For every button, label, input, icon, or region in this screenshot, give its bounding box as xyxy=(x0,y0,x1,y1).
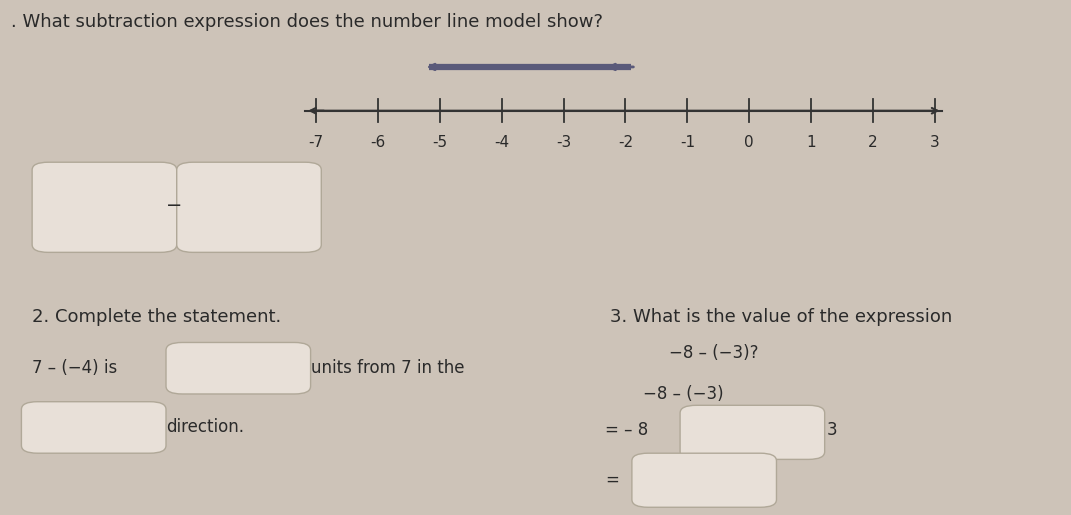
Text: 2: 2 xyxy=(869,135,878,150)
Text: -1: -1 xyxy=(680,135,695,150)
Text: 0: 0 xyxy=(744,135,754,150)
Text: 3: 3 xyxy=(827,421,838,439)
Text: −8 – (−3)?: −8 – (−3)? xyxy=(669,344,759,362)
FancyBboxPatch shape xyxy=(632,453,776,507)
FancyBboxPatch shape xyxy=(166,342,311,394)
Text: =: = xyxy=(605,471,619,489)
FancyBboxPatch shape xyxy=(21,402,166,453)
Text: -3: -3 xyxy=(556,135,571,150)
Text: -4: -4 xyxy=(494,135,509,150)
Text: = – 8: = – 8 xyxy=(605,421,648,439)
Text: -5: -5 xyxy=(433,135,448,150)
FancyBboxPatch shape xyxy=(680,405,825,459)
Text: −8 – (−3): −8 – (−3) xyxy=(643,385,723,403)
Text: 1: 1 xyxy=(806,135,816,150)
Text: 2. Complete the statement.: 2. Complete the statement. xyxy=(32,308,282,325)
Text: units from 7 in the: units from 7 in the xyxy=(311,359,464,377)
Text: -7: -7 xyxy=(308,135,323,150)
Text: 3. What is the value of the expression: 3. What is the value of the expression xyxy=(610,308,953,325)
Text: 3: 3 xyxy=(930,135,940,150)
Text: -6: -6 xyxy=(371,135,386,150)
Text: −: − xyxy=(166,197,183,215)
Text: . What subtraction expression does the number line model show?: . What subtraction expression does the n… xyxy=(11,13,603,31)
Text: 7 – (−4) is: 7 – (−4) is xyxy=(32,359,118,377)
FancyBboxPatch shape xyxy=(32,162,177,252)
Text: -2: -2 xyxy=(618,135,633,150)
FancyBboxPatch shape xyxy=(177,162,321,252)
Text: direction.: direction. xyxy=(166,419,244,436)
